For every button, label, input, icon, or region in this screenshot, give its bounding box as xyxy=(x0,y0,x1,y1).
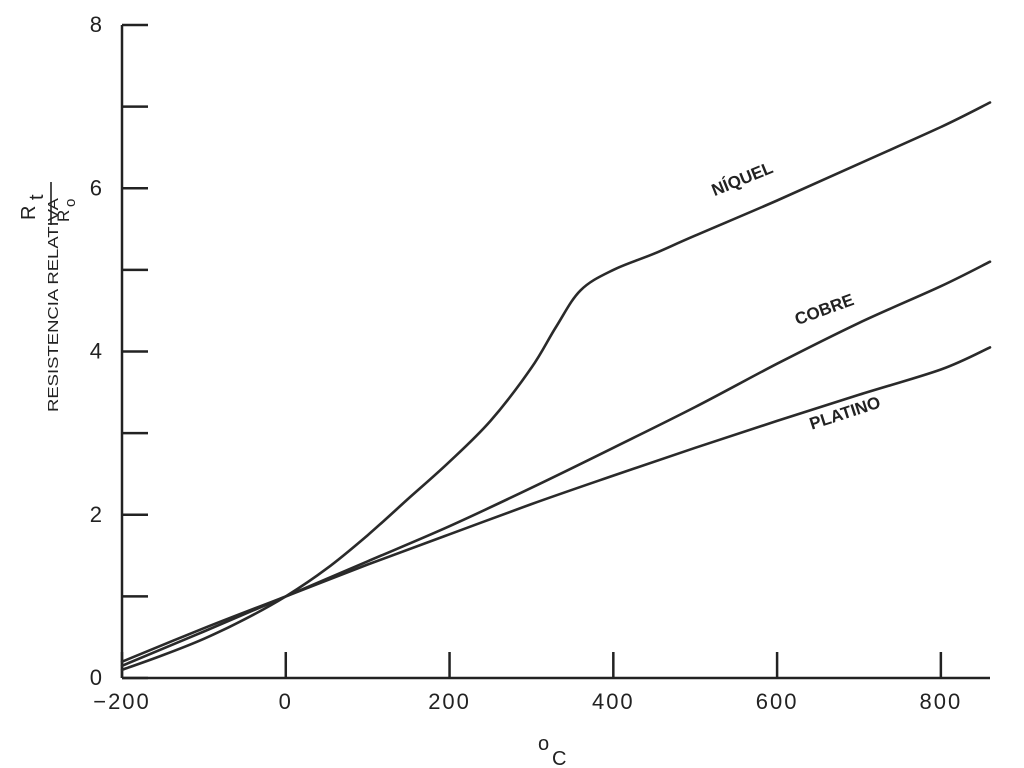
ratio-denominator-subscript: o xyxy=(62,199,79,207)
y-tick-label: 6 xyxy=(90,175,104,200)
x-axis-label: C xyxy=(552,748,566,768)
axes xyxy=(120,25,990,680)
y-tick-label: 4 xyxy=(90,339,104,364)
y-tick-label: 8 xyxy=(90,12,104,37)
x-tick-label: 0 xyxy=(279,689,293,714)
x-axis-degree: o xyxy=(538,733,549,755)
series-line-cobre xyxy=(120,260,992,668)
series-line-platino xyxy=(120,346,992,663)
series-group xyxy=(120,101,992,672)
x-ticks: −200 0 200 400 600 800 xyxy=(93,652,963,714)
ratio-denominator-r: R xyxy=(54,210,73,222)
y-ticks: 0 2 4 6 8 xyxy=(90,12,148,690)
x-tick-label: 200 xyxy=(428,689,471,714)
y-tick-label: 0 xyxy=(90,665,104,690)
ratio-numerator-r: R xyxy=(18,206,40,220)
x-tick-label: 600 xyxy=(756,689,799,714)
y-axis-label: RESISTENCIA RELATIVA xyxy=(45,198,62,412)
series-line-niquel xyxy=(120,101,992,672)
y-tick-label: 2 xyxy=(90,502,104,527)
x-tick-label: 800 xyxy=(920,689,963,714)
x-tick-label: −200 xyxy=(93,689,151,714)
y-axis-ratio: R t R o xyxy=(18,182,79,225)
x-tick-label: 400 xyxy=(592,689,635,714)
series-label-cobre: COBRE xyxy=(792,290,856,329)
series-label-niquel: NÍQUEL xyxy=(709,158,776,200)
ratio-numerator-subscript: t xyxy=(26,194,48,200)
